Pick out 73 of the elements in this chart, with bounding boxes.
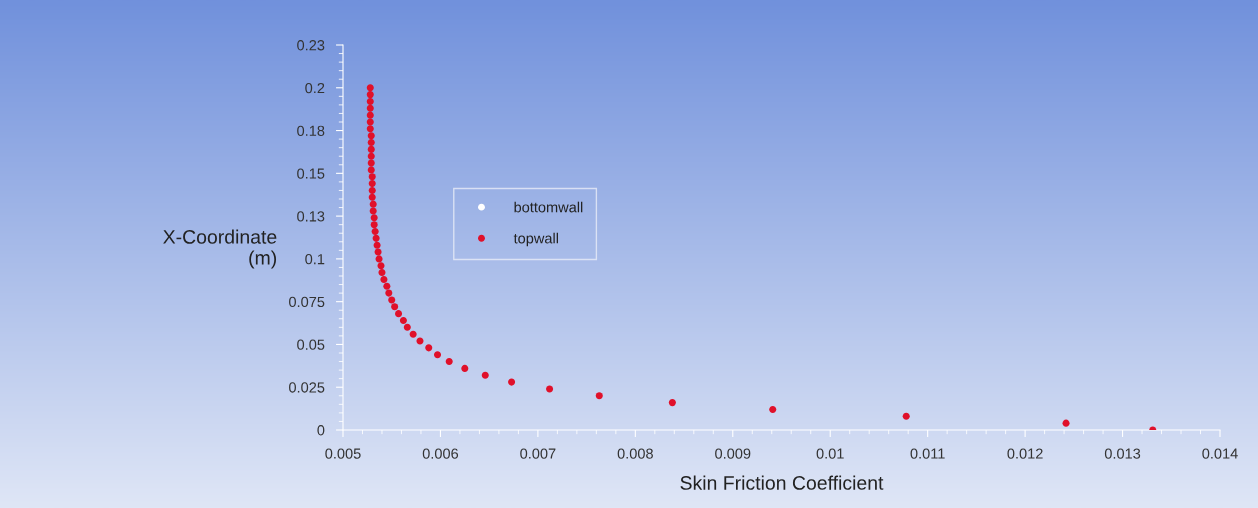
y-tick-label: 0.075 xyxy=(289,296,325,308)
point xyxy=(377,262,385,270)
point xyxy=(433,351,442,359)
point xyxy=(368,180,376,188)
point xyxy=(546,385,554,393)
y-tick-label: 0.1 xyxy=(305,253,325,265)
y-tick-label: 0 xyxy=(317,425,325,436)
x-tick-label: 0.013 xyxy=(1104,448,1141,459)
point xyxy=(409,330,417,338)
legend-label: topwall xyxy=(513,232,558,247)
point xyxy=(370,221,378,229)
point xyxy=(367,152,375,160)
point xyxy=(367,145,375,153)
y-tick-label: 0.15 xyxy=(297,168,325,179)
y-tick-label: 0.13 xyxy=(297,211,325,222)
x-tick-label: 0.009 xyxy=(715,448,751,459)
point xyxy=(385,289,393,297)
x-tick-label: 0.012 xyxy=(1007,448,1043,459)
point xyxy=(367,132,375,140)
point xyxy=(769,405,777,414)
point xyxy=(370,214,378,222)
point xyxy=(373,241,381,249)
point xyxy=(508,378,516,386)
point xyxy=(388,296,396,304)
x-tick-label: 0.006 xyxy=(422,448,459,459)
point xyxy=(366,97,374,106)
point xyxy=(461,364,469,372)
point xyxy=(367,138,375,147)
point xyxy=(366,84,374,92)
y-tick-label: 0.05 xyxy=(297,339,325,350)
point xyxy=(391,303,399,311)
point xyxy=(371,227,379,236)
y-tick-label: 0.025 xyxy=(289,382,325,393)
x-tick-label: 0.008 xyxy=(617,448,653,459)
point xyxy=(395,310,403,318)
point xyxy=(369,200,377,208)
x-tick-label: 0.014 xyxy=(1202,448,1238,459)
point xyxy=(368,193,376,201)
x-tick-label: 0.005 xyxy=(325,448,361,459)
point xyxy=(368,186,376,194)
y-tick-label: 0.23 xyxy=(297,40,325,51)
point xyxy=(369,207,377,215)
point xyxy=(366,104,374,112)
point xyxy=(372,234,380,242)
x-tick-label: 0.01 xyxy=(816,448,844,459)
point xyxy=(366,111,374,119)
point xyxy=(481,371,489,379)
point xyxy=(595,392,603,400)
x-tick-label: 0.011 xyxy=(910,448,945,459)
point xyxy=(383,282,391,290)
point xyxy=(367,159,375,167)
point xyxy=(374,248,382,256)
y-tick-label: 0.2 xyxy=(305,82,325,94)
point xyxy=(375,255,383,263)
point xyxy=(366,91,374,99)
point xyxy=(425,344,433,352)
point xyxy=(399,316,407,325)
point xyxy=(368,173,376,181)
point xyxy=(445,358,453,366)
y-axis-title: X-Coordinate (m) xyxy=(163,229,277,269)
y-tick-label: 0.18 xyxy=(297,125,325,136)
point xyxy=(1062,419,1070,427)
point xyxy=(902,412,910,420)
x-tick-label: 0.007 xyxy=(520,448,556,459)
legend-label: bottomwall xyxy=(514,201,583,213)
point xyxy=(380,275,388,283)
point xyxy=(366,118,374,126)
x-axis-title: Skin Friction Coefficient xyxy=(680,475,884,490)
point xyxy=(403,323,411,331)
point xyxy=(367,166,375,174)
point xyxy=(366,125,374,133)
point xyxy=(378,269,386,277)
point xyxy=(668,399,676,407)
